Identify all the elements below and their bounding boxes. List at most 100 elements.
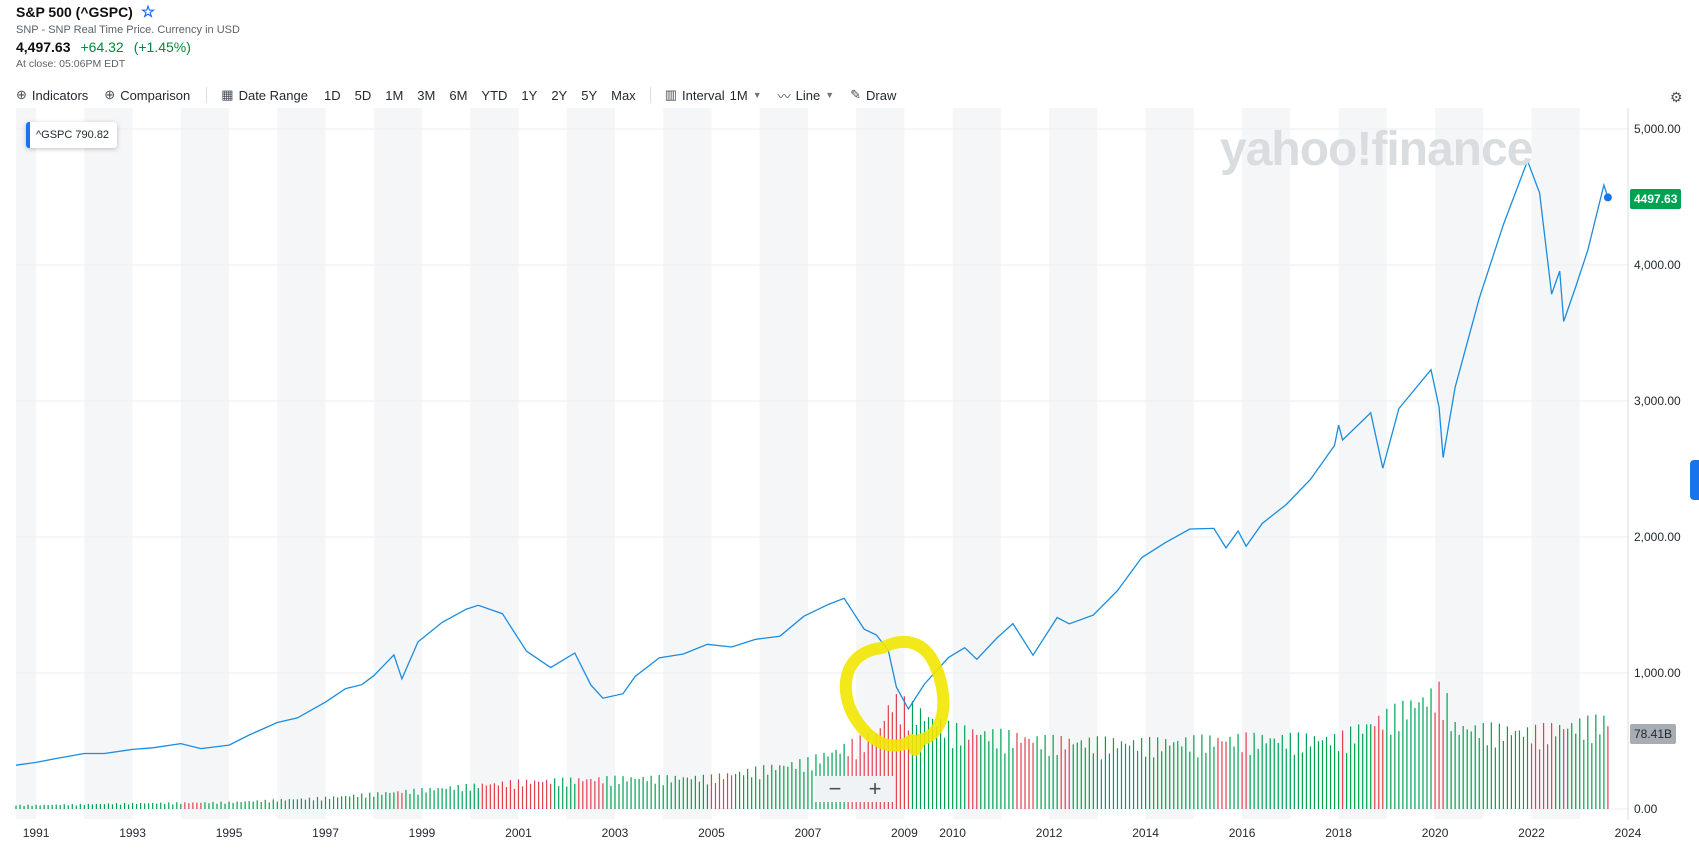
line-chart-icon: 〰 — [777, 88, 791, 104]
volume-bar — [1462, 725, 1464, 809]
volume-bar — [1607, 726, 1609, 809]
volume-bar — [1378, 715, 1380, 809]
volume-bar — [734, 773, 737, 809]
volume-bar — [779, 765, 781, 809]
year-band — [759, 108, 808, 819]
zoom-out-button[interactable]: − — [828, 776, 842, 801]
volume-bar — [1157, 737, 1159, 809]
volume-bar — [381, 794, 383, 809]
volume-bar — [248, 801, 250, 809]
volume-bar — [1044, 734, 1046, 809]
volume-bar — [875, 733, 877, 809]
volume-bar — [1502, 740, 1504, 809]
ruler-icon: ▥ — [664, 87, 677, 102]
volume-bar — [312, 800, 315, 809]
range-ytd[interactable]: YTD — [481, 87, 508, 103]
volume-bar — [807, 757, 809, 809]
volume-bar — [622, 776, 624, 809]
volume-bar — [678, 779, 680, 809]
volume-bar — [489, 784, 491, 809]
volume-bar — [1233, 746, 1235, 809]
range-6m[interactable]: 6M — [449, 87, 468, 103]
range-max[interactable]: Max — [611, 87, 636, 103]
draw-button[interactable]: ✎ Draw — [850, 87, 897, 103]
volume-bar — [1128, 745, 1131, 809]
volume-bar — [83, 804, 85, 809]
volume-bar — [521, 786, 524, 809]
range-1y[interactable]: 1Y — [521, 87, 538, 103]
volume-bar — [1000, 728, 1002, 809]
volume-bar — [196, 802, 198, 809]
volume-bar — [304, 799, 307, 809]
volume-bar — [481, 783, 483, 809]
volume-bar — [658, 775, 660, 809]
volume-bar — [1526, 727, 1529, 809]
volume-bar — [328, 799, 331, 809]
volume-bar — [1418, 702, 1420, 809]
volume-bar — [393, 792, 395, 809]
volume-bar — [590, 778, 592, 809]
x-tick-label: 2016 — [1229, 826, 1256, 840]
volume-bar — [646, 781, 648, 809]
volume-bar — [1225, 741, 1227, 809]
volume-bar — [1024, 737, 1026, 809]
volume-bar — [1056, 755, 1058, 809]
volume-bar — [654, 783, 656, 809]
range-5y[interactable]: 5Y — [581, 87, 598, 103]
star-icon[interactable]: ☆ — [140, 4, 156, 21]
interval-dropdown[interactable]: ▥ Interval 1M ▼ — [664, 87, 762, 103]
range-1d[interactable]: 1D — [323, 87, 341, 103]
volume-bar — [164, 803, 166, 809]
volume-bar — [799, 759, 801, 809]
gridlines — [16, 128, 1628, 810]
volume-bar — [1555, 736, 1557, 809]
range-2y[interactable]: 2Y — [551, 87, 568, 103]
year-band — [1145, 108, 1194, 819]
volume-bar — [1229, 736, 1231, 809]
volume-bar — [1341, 730, 1344, 809]
volume-bar — [1048, 755, 1050, 809]
volume-bar — [694, 775, 696, 809]
x-tick-label: 2007 — [795, 826, 822, 840]
volume-bar — [1466, 729, 1468, 809]
volume-bar — [1498, 723, 1500, 809]
comparison-button[interactable]: ⊕ Comparison — [104, 87, 191, 103]
range-3m[interactable]: 3M — [417, 87, 436, 103]
quote-price: 4,497.63 — [16, 39, 71, 55]
crosshair-tooltip: ^GSPC 790.82 — [26, 122, 118, 148]
range-5d[interactable]: 5D — [354, 87, 372, 103]
volume-bar — [972, 729, 974, 809]
volume-bar — [1547, 744, 1549, 809]
volume-bar — [119, 804, 122, 809]
side-panel-tab[interactable] — [1690, 460, 1699, 500]
x-tick-label: 2020 — [1422, 826, 1449, 840]
volume-bar — [320, 800, 323, 809]
volume-bar — [1366, 724, 1368, 809]
volume-bar — [879, 728, 881, 809]
year-band — [1242, 108, 1291, 819]
volume-bar — [433, 790, 435, 809]
volume-bar — [377, 792, 379, 809]
volume-bar — [867, 733, 869, 809]
volume-bar — [546, 779, 548, 809]
tooltip-symbol: ^GSPC — [36, 129, 73, 141]
year-band — [1435, 108, 1484, 819]
range-1m[interactable]: 1M — [385, 87, 404, 103]
date-range-button[interactable]: ▦ Date Range — [221, 87, 308, 103]
zoom-in-button[interactable]: + — [868, 776, 882, 801]
volume-bar — [1587, 715, 1589, 809]
chart-type-dropdown[interactable]: 〰 Line ▼ — [777, 87, 835, 104]
volume-bar — [1217, 737, 1219, 809]
volume-bar — [594, 781, 596, 809]
volume-bar — [373, 796, 375, 809]
indicators-button[interactable]: ⊕ Indicators — [16, 87, 89, 103]
volume-bar — [1173, 742, 1175, 809]
volume-bar — [300, 798, 303, 809]
volume-bar — [662, 785, 664, 809]
gear-icon[interactable]: ⚙ — [1670, 89, 1683, 105]
volume-bar — [111, 804, 114, 809]
volume-bar — [103, 804, 106, 809]
x-tick-label: 2012 — [1036, 826, 1063, 840]
volume-bar — [461, 791, 463, 809]
